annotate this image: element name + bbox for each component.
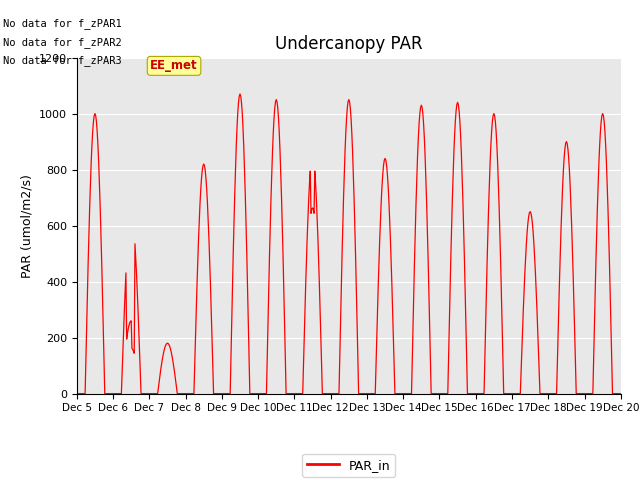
Legend: PAR_in: PAR_in <box>302 454 396 477</box>
Text: No data for f_zPAR2: No data for f_zPAR2 <box>3 36 122 48</box>
Title: Undercanopy PAR: Undercanopy PAR <box>275 35 422 53</box>
Y-axis label: PAR (umol/m2/s): PAR (umol/m2/s) <box>20 174 33 277</box>
Text: No data for f_zPAR3: No data for f_zPAR3 <box>3 55 122 66</box>
Text: No data for f_zPAR1: No data for f_zPAR1 <box>3 18 122 29</box>
Text: EE_met: EE_met <box>150 60 198 72</box>
